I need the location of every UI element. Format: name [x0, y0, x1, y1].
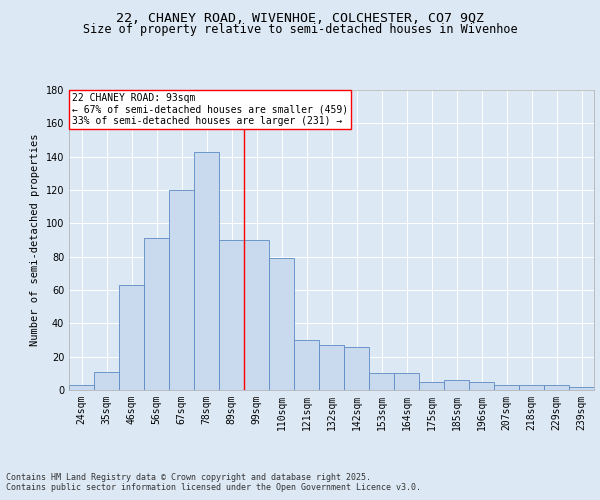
- Bar: [344, 346, 369, 390]
- Bar: [269, 258, 294, 390]
- Bar: [369, 374, 394, 390]
- Bar: [294, 340, 319, 390]
- Bar: [569, 386, 594, 390]
- Bar: [69, 385, 94, 390]
- Bar: [394, 374, 419, 390]
- Bar: [244, 240, 269, 390]
- Text: 22, CHANEY ROAD, WIVENHOE, COLCHESTER, CO7 9QZ: 22, CHANEY ROAD, WIVENHOE, COLCHESTER, C…: [116, 12, 484, 26]
- Bar: [144, 238, 169, 390]
- Bar: [519, 385, 544, 390]
- Bar: [469, 382, 494, 390]
- Bar: [544, 385, 569, 390]
- Bar: [169, 190, 194, 390]
- Text: Contains HM Land Registry data © Crown copyright and database right 2025.: Contains HM Land Registry data © Crown c…: [6, 474, 371, 482]
- Bar: [194, 152, 219, 390]
- Bar: [494, 385, 519, 390]
- Text: 22 CHANEY ROAD: 93sqm
← 67% of semi-detached houses are smaller (459)
33% of sem: 22 CHANEY ROAD: 93sqm ← 67% of semi-deta…: [71, 93, 348, 126]
- Bar: [94, 372, 119, 390]
- Y-axis label: Number of semi-detached properties: Number of semi-detached properties: [30, 134, 40, 346]
- Text: Size of property relative to semi-detached houses in Wivenhoe: Size of property relative to semi-detach…: [83, 22, 517, 36]
- Bar: [319, 345, 344, 390]
- Bar: [419, 382, 444, 390]
- Bar: [219, 240, 244, 390]
- Text: Contains public sector information licensed under the Open Government Licence v3: Contains public sector information licen…: [6, 484, 421, 492]
- Bar: [444, 380, 469, 390]
- Bar: [119, 285, 144, 390]
